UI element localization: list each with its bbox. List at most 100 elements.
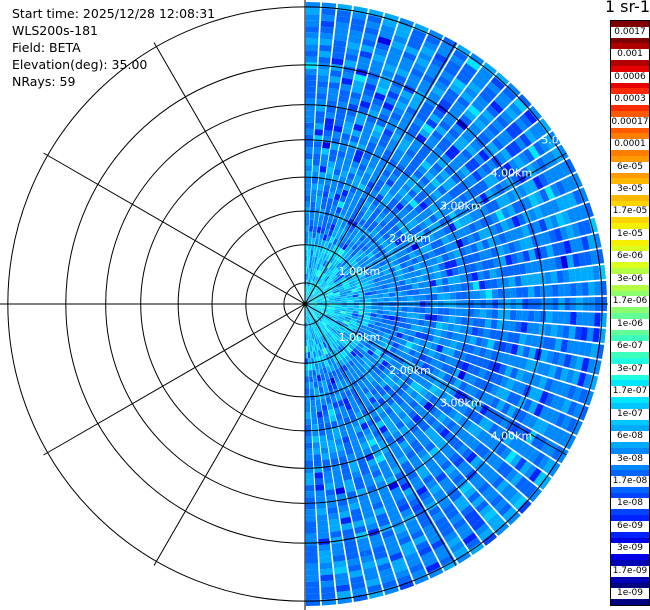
range-gate bbox=[363, 370, 371, 379]
range-gate bbox=[447, 222, 457, 233]
range-gate bbox=[326, 278, 333, 285]
range-gate bbox=[478, 131, 491, 145]
range-gate bbox=[527, 286, 535, 298]
range-gate bbox=[380, 322, 388, 329]
range-gate bbox=[502, 506, 517, 521]
range-gate bbox=[340, 298, 348, 301]
start-time-text: Start time: 2025/12/28 12:08:31 bbox=[12, 6, 216, 21]
range-gate bbox=[532, 323, 540, 335]
range-gate bbox=[407, 335, 415, 343]
range-gate bbox=[413, 403, 423, 414]
range-gate bbox=[461, 447, 473, 460]
range-gate bbox=[305, 104, 316, 111]
range-gate bbox=[362, 285, 370, 290]
range-gate bbox=[381, 240, 389, 249]
range-gate bbox=[560, 383, 571, 398]
range-gate bbox=[313, 460, 322, 467]
range-gate bbox=[376, 356, 384, 364]
range-gate bbox=[367, 14, 382, 25]
range-gate bbox=[338, 424, 347, 433]
range-gate bbox=[327, 322, 334, 328]
range-gate bbox=[346, 311, 353, 316]
range-gate bbox=[352, 194, 361, 203]
range-gate bbox=[426, 182, 437, 193]
range-gate bbox=[338, 352, 345, 360]
range-gate bbox=[364, 295, 372, 299]
range-gate bbox=[442, 373, 452, 383]
range-gate bbox=[496, 133, 509, 147]
range-gate bbox=[351, 379, 359, 388]
range-gate bbox=[351, 470, 362, 479]
range-gate bbox=[423, 556, 438, 568]
range-gate bbox=[554, 256, 563, 270]
range-gate bbox=[505, 144, 518, 158]
range-gate bbox=[578, 187, 589, 203]
range-gate bbox=[410, 529, 425, 541]
range-gate bbox=[370, 103, 382, 113]
range-gate bbox=[419, 211, 429, 221]
range-gate bbox=[373, 124, 385, 134]
range-gate bbox=[352, 296, 360, 300]
range-gate bbox=[425, 561, 441, 574]
range-gate bbox=[350, 199, 358, 208]
range-gate bbox=[533, 121, 547, 137]
range-gate bbox=[433, 398, 444, 409]
range-gate bbox=[485, 104, 500, 119]
range-gate bbox=[305, 56, 318, 63]
range-gate bbox=[377, 306, 384, 311]
range-gate bbox=[445, 88, 460, 100]
range-gate bbox=[514, 136, 527, 151]
range-gate bbox=[361, 38, 376, 48]
range-gate bbox=[319, 322, 325, 329]
range-gate bbox=[315, 496, 326, 504]
range-gate bbox=[359, 100, 371, 109]
range-gate bbox=[566, 175, 578, 191]
range-gate bbox=[376, 293, 384, 298]
range-gate bbox=[370, 294, 378, 299]
range-gate bbox=[333, 245, 339, 252]
range-gate bbox=[335, 301, 342, 304]
range-gate bbox=[424, 139, 436, 151]
range-gate bbox=[305, 569, 319, 576]
range-gate bbox=[332, 290, 340, 294]
range-gate bbox=[411, 28, 427, 40]
range-gate bbox=[381, 359, 389, 368]
range-gate bbox=[319, 32, 334, 40]
range-gate bbox=[305, 183, 312, 190]
range-gate bbox=[377, 562, 392, 572]
range-gate bbox=[305, 86, 316, 93]
range-gate bbox=[314, 478, 324, 485]
range-gate bbox=[363, 399, 372, 408]
range-gate bbox=[305, 249, 308, 256]
range-gate bbox=[329, 210, 336, 218]
range-gate bbox=[494, 182, 506, 196]
range-gate bbox=[341, 333, 348, 340]
range-gate bbox=[442, 285, 450, 293]
range-gate bbox=[355, 231, 363, 239]
range-gate bbox=[310, 306, 317, 309]
range-gate bbox=[548, 229, 558, 244]
range-gate bbox=[435, 173, 446, 185]
range-gate bbox=[336, 319, 343, 325]
colorbar-tick-label: 1e-05 bbox=[611, 228, 649, 240]
range-gate bbox=[495, 399, 506, 412]
range-gate bbox=[359, 348, 367, 356]
range-gate bbox=[528, 400, 539, 415]
range-gate bbox=[401, 306, 408, 312]
range-gate bbox=[345, 53, 358, 62]
range-gate bbox=[321, 361, 326, 369]
range-gate bbox=[334, 119, 345, 127]
range-gate bbox=[417, 433, 428, 444]
range-gate bbox=[560, 255, 569, 269]
range-gate bbox=[533, 388, 544, 402]
range-gate bbox=[322, 260, 328, 267]
range-gate bbox=[449, 259, 458, 268]
range-gate bbox=[385, 540, 399, 551]
range-gate bbox=[393, 321, 400, 327]
range-gate bbox=[392, 491, 405, 502]
range-gate bbox=[367, 323, 375, 329]
range-gate bbox=[522, 346, 531, 358]
range-gate bbox=[452, 156, 464, 169]
range-gate bbox=[338, 175, 347, 184]
range-gate bbox=[446, 535, 462, 549]
